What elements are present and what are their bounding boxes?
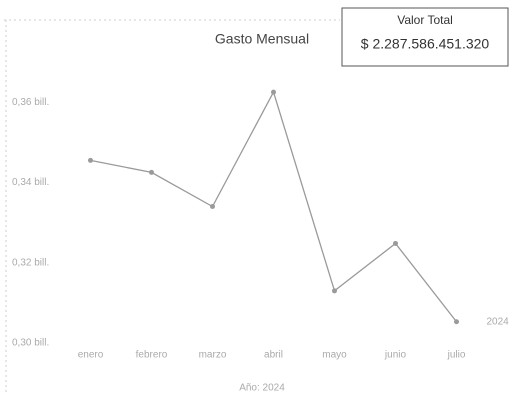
data-point bbox=[393, 240, 398, 246]
kpi-card bbox=[341, 7, 509, 67]
y-tick-label: 0,32 bill. bbox=[12, 257, 49, 268]
data-point bbox=[88, 157, 93, 163]
x-tick-label: julio bbox=[447, 350, 466, 361]
x-tick-label: mayo bbox=[322, 350, 347, 361]
x-axis-title: Año: 2024 bbox=[239, 383, 285, 394]
data-point bbox=[332, 288, 337, 294]
y-tick-label: 0,36 bill. bbox=[12, 97, 49, 108]
x-tick-label: febrero bbox=[136, 350, 168, 361]
x-tick-label: abril bbox=[264, 350, 283, 361]
x-tick-label: marzo bbox=[199, 350, 227, 361]
data-point bbox=[454, 319, 459, 325]
data-point bbox=[271, 89, 276, 95]
kpi-label: Valor Total bbox=[397, 13, 453, 27]
x-tick-label: junio bbox=[384, 350, 407, 361]
y-tick-label: 0,34 bill. bbox=[12, 177, 49, 188]
chart-title: Gasto Mensual bbox=[215, 31, 309, 47]
data-point bbox=[210, 204, 215, 210]
series-line bbox=[90, 90, 458, 323]
y-tick-label: 0,30 bill. bbox=[12, 338, 49, 349]
kpi-value: $ 2.287.586.451.320 bbox=[361, 36, 490, 52]
x-tick-label: enero bbox=[78, 350, 104, 361]
data-point bbox=[149, 169, 154, 175]
series-label: 2024 bbox=[487, 316, 510, 327]
